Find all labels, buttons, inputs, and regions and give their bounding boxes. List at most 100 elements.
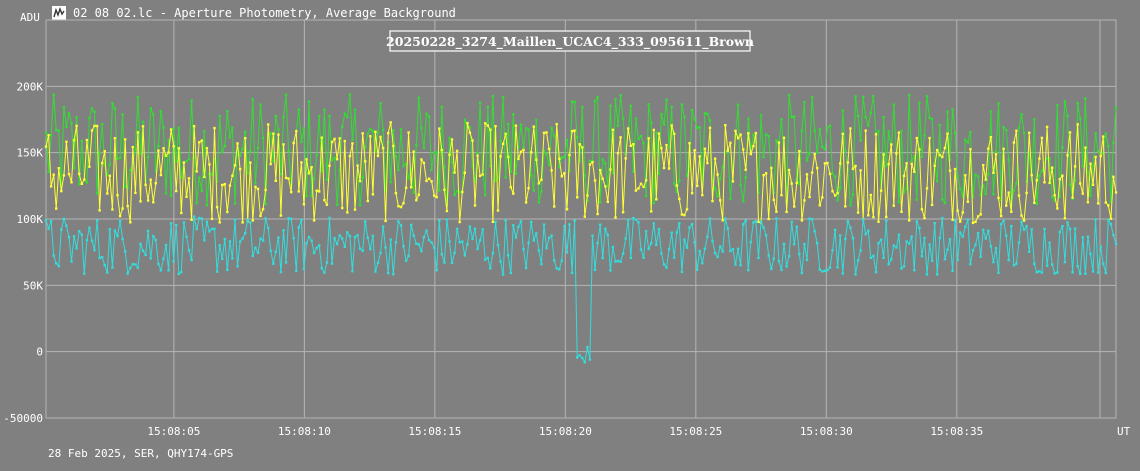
data-point	[550, 169, 553, 172]
data-point	[570, 271, 574, 274]
data-point	[553, 259, 556, 262]
data-point	[164, 154, 168, 157]
data-point	[570, 130, 574, 133]
data-point	[49, 134, 53, 137]
data-point	[833, 228, 837, 232]
data-point	[62, 174, 66, 177]
data-point	[65, 224, 68, 227]
data-point	[177, 147, 180, 150]
data-point	[772, 198, 775, 201]
data-point	[315, 154, 318, 157]
data-point	[1081, 165, 1084, 168]
data-point	[680, 103, 684, 106]
data-point	[223, 183, 226, 186]
data-point	[343, 112, 346, 115]
data-point	[80, 182, 83, 185]
data-point	[601, 158, 604, 161]
data-point	[703, 247, 707, 250]
data-point	[141, 249, 145, 252]
data-point	[606, 185, 609, 188]
data-point	[215, 270, 219, 273]
data-point	[565, 208, 569, 211]
data-point	[974, 173, 977, 176]
data-point	[228, 184, 232, 187]
data-point	[910, 159, 913, 162]
data-point	[175, 223, 178, 227]
data-point	[57, 167, 60, 170]
data-point	[576, 196, 579, 199]
data-point	[241, 147, 244, 150]
x-tick-label: 15:08:15	[408, 425, 461, 438]
data-point	[330, 140, 334, 144]
data-point	[836, 266, 839, 269]
data-point	[833, 194, 837, 197]
data-point	[254, 182, 257, 185]
data-point	[591, 160, 594, 164]
data-point	[394, 241, 398, 244]
data-point	[167, 138, 170, 142]
data-point	[1107, 218, 1110, 222]
data-point	[930, 118, 934, 121]
data-point	[141, 120, 145, 123]
data-point	[126, 186, 129, 190]
data-point	[1109, 217, 1113, 220]
data-point	[489, 128, 492, 131]
data-point	[803, 101, 806, 104]
data-point	[844, 149, 847, 152]
data-point	[269, 162, 272, 166]
data-point	[192, 125, 196, 128]
data-point	[961, 211, 964, 214]
data-point	[1038, 174, 1041, 177]
data-point	[540, 178, 543, 181]
data-point	[736, 103, 740, 106]
data-point	[226, 268, 229, 272]
data-point	[80, 233, 83, 236]
data-point	[49, 219, 53, 223]
data-point	[1028, 250, 1031, 253]
data-point	[1030, 173, 1033, 177]
data-point	[879, 189, 883, 192]
data-point	[532, 189, 535, 192]
data-point	[1089, 194, 1092, 197]
data-point	[690, 222, 694, 226]
data-point	[726, 227, 729, 230]
data-point	[563, 156, 566, 159]
data-point	[1063, 100, 1067, 103]
data-point	[644, 195, 648, 198]
data-point	[501, 142, 505, 145]
data-point	[920, 155, 924, 158]
data-point	[476, 152, 479, 155]
data-point	[496, 176, 500, 180]
data-point	[1063, 260, 1067, 264]
data-point	[1094, 132, 1097, 135]
data-point	[376, 261, 380, 264]
data-point	[445, 218, 449, 221]
data-point	[864, 233, 867, 236]
data-point	[1048, 241, 1051, 244]
data-point	[218, 221, 221, 224]
data-point	[305, 158, 308, 161]
data-point	[759, 220, 763, 223]
data-point	[560, 259, 563, 262]
data-point	[951, 108, 954, 111]
data-point	[129, 266, 132, 270]
data-point	[52, 173, 55, 176]
data-point	[489, 267, 492, 270]
data-point	[596, 212, 599, 216]
data-point	[969, 148, 972, 151]
data-point	[609, 104, 612, 107]
data-point	[292, 141, 295, 145]
data-point	[948, 238, 952, 241]
data-point	[644, 230, 648, 233]
data-point	[553, 134, 556, 138]
data-point	[657, 227, 661, 231]
data-point	[116, 234, 119, 238]
data-point	[854, 273, 857, 276]
data-point	[583, 174, 586, 177]
data-point	[568, 153, 571, 157]
data-point	[389, 238, 392, 241]
data-point	[576, 136, 579, 139]
data-point	[1086, 201, 1090, 204]
data-point	[711, 239, 714, 243]
data-point	[455, 227, 459, 231]
